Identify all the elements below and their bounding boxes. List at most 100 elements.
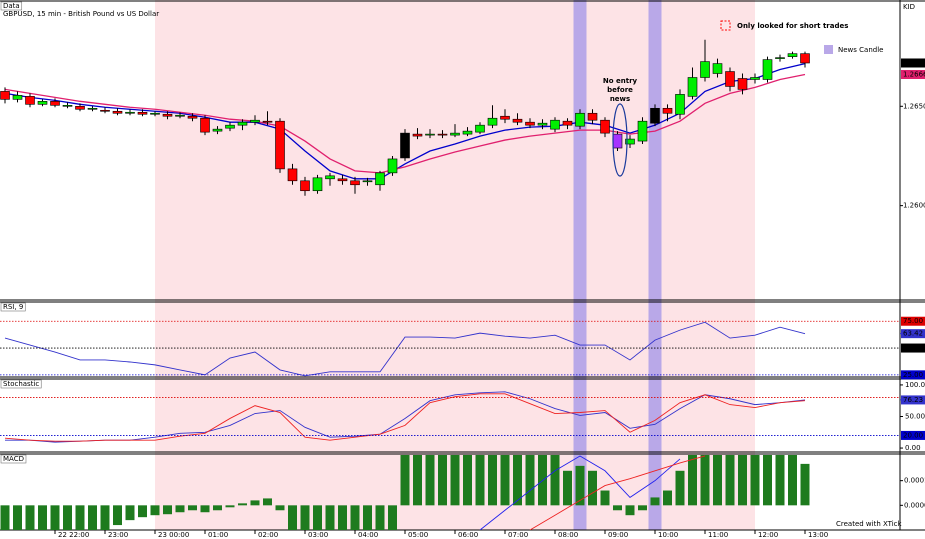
candle-body — [212, 128, 223, 132]
candle-body — [175, 114, 185, 117]
value-label: 50.00 — [903, 344, 923, 352]
candle-body — [50, 101, 60, 106]
price-label: 1.26718 — [903, 59, 925, 67]
histogram-bar — [238, 503, 247, 506]
legend-label: Only looked for short trades — [737, 22, 848, 30]
candle-body — [262, 120, 273, 123]
histogram-bar — [200, 505, 210, 513]
candle-body — [800, 53, 810, 64]
candle-body — [0, 91, 10, 100]
histogram-bar — [763, 455, 772, 506]
indicator-line — [4, 393, 806, 442]
x-tick-label: 06:00 — [458, 531, 478, 539]
candle-body — [287, 168, 298, 182]
histogram-bar — [675, 470, 685, 506]
candle-body — [562, 120, 573, 126]
indicator-line — [4, 321, 806, 377]
indicator-line — [5, 391, 806, 443]
histogram-bar — [788, 455, 797, 506]
candle-body — [150, 112, 160, 115]
histogram-bar — [713, 455, 722, 506]
candle-body — [350, 180, 360, 186]
legend-label: News Candle — [838, 46, 883, 54]
candle-body — [75, 106, 85, 110]
y-tick-label: 1.26500 — [903, 102, 925, 110]
histogram-bar — [500, 455, 510, 506]
value-label-box — [901, 329, 925, 339]
candle-body — [675, 94, 685, 115]
histogram-bar — [563, 470, 572, 506]
moving-average-line — [4, 73, 806, 174]
histogram-bar — [38, 505, 47, 530]
candle-body — [325, 175, 335, 180]
price-label-box — [901, 70, 925, 80]
x-tick-label: 12:00 — [758, 531, 778, 539]
candle-body — [112, 110, 123, 114]
candle-body — [650, 107, 660, 124]
histogram-bar — [650, 497, 660, 506]
macd-plot — [0, 455, 810, 530]
x-tick-label: 10:00 — [658, 531, 678, 539]
value-label-box — [901, 430, 925, 440]
y-tick-label: 100.00 — [905, 381, 925, 389]
candle-body — [237, 121, 248, 126]
candle-body — [587, 112, 598, 121]
histogram-bar — [638, 505, 647, 511]
y-tick-label: 1.26000 — [903, 202, 925, 210]
value-label: 76.23 — [903, 396, 923, 404]
y-tick-label: 50.00 — [905, 412, 925, 420]
panel-label: Stochastic — [3, 380, 39, 388]
panel-label: MACD — [3, 455, 24, 463]
candle-body — [700, 61, 710, 78]
y-tick-label: 0.00000 — [904, 501, 925, 509]
x-tick-label: 05:00 — [408, 531, 428, 539]
value-label: 20.00 — [903, 431, 923, 439]
histogram-bar — [263, 498, 272, 506]
candle-body — [362, 180, 373, 183]
panel-label-box — [0, 454, 27, 464]
panel-label-box — [0, 302, 26, 312]
x-tick-label: 08:00 — [558, 531, 578, 539]
candle-body — [712, 63, 723, 74]
candle-body — [375, 172, 385, 186]
panel-label-box — [0, 1, 23, 11]
histogram-bar — [250, 500, 260, 506]
candle-body — [62, 105, 73, 107]
legend-marker — [720, 20, 731, 31]
moving-average-line — [4, 62, 806, 180]
value-label-box — [901, 343, 925, 353]
candle-body — [25, 96, 35, 105]
signal-line — [479, 455, 681, 530]
histogram-bar — [13, 505, 22, 530]
histogram-bar — [475, 455, 485, 506]
candle-body — [37, 101, 48, 105]
candle-body — [575, 112, 585, 127]
histogram-bar — [450, 455, 460, 506]
histogram-bar — [463, 455, 472, 506]
x-tick-label: 13:00 — [808, 531, 828, 539]
candle-body — [137, 111, 148, 115]
histogram-bar — [300, 505, 310, 530]
value-label-box — [901, 370, 925, 380]
histogram-bar — [338, 505, 347, 530]
x-tick-label: 11:00 — [708, 531, 728, 539]
indicator-plot — [4, 391, 806, 443]
histogram-bar — [75, 505, 85, 530]
candle-body — [200, 117, 210, 133]
x-tick-label: 04:00 — [358, 531, 378, 539]
histogram-bar — [413, 455, 422, 506]
candle-body — [725, 71, 735, 87]
candle-body — [537, 122, 548, 126]
x-tick-label: 22 22:00 — [58, 531, 89, 539]
candle-body — [187, 115, 198, 119]
candle-body — [737, 78, 748, 90]
histogram-bar — [388, 505, 397, 530]
candle-body — [225, 124, 235, 129]
value-label: 25.00 — [903, 371, 923, 379]
panel-label: Data — [3, 2, 20, 10]
price-label-box — [901, 58, 925, 68]
candle-body — [775, 57, 785, 59]
histogram-bar — [800, 463, 810, 506]
indicator-plot — [4, 321, 806, 377]
candle-body — [425, 133, 435, 136]
